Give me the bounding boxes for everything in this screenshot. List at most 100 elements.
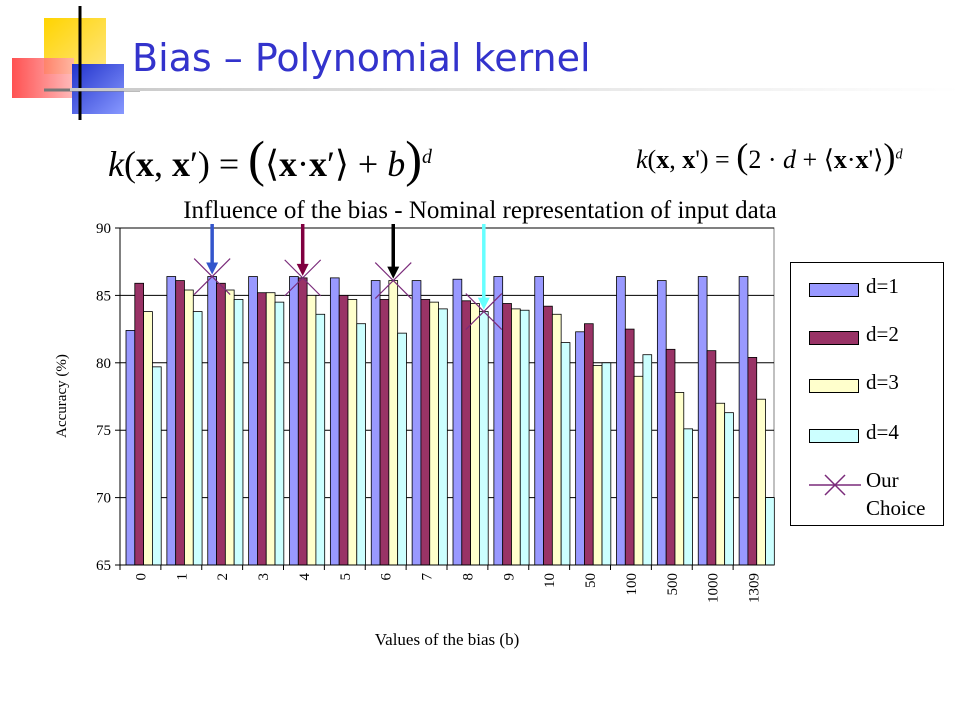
bar-d1-1 bbox=[166, 276, 177, 566]
bar-d3-9 bbox=[511, 308, 521, 566]
x-tick-label: 1000 bbox=[706, 573, 722, 603]
x-tick-label: 50 bbox=[583, 573, 599, 588]
bar-d4-100 bbox=[642, 354, 653, 566]
bar-d4-8 bbox=[478, 311, 489, 566]
bias-kernel-formula: k(x, x′) = (⟨x·x′⟩ + b)d bbox=[108, 131, 432, 187]
bar-d4-3 bbox=[274, 301, 285, 566]
choice-arrowhead-6 bbox=[387, 266, 400, 279]
axes bbox=[115, 227, 774, 570]
legend-label-d3: d=3 bbox=[866, 370, 899, 394]
bar-d1-6 bbox=[370, 280, 381, 566]
y-tick-label: 75 bbox=[96, 423, 111, 439]
bar-d4-1000 bbox=[724, 412, 734, 566]
bar-d2-3 bbox=[257, 292, 267, 566]
choice-cross-4 bbox=[284, 259, 322, 297]
bar-d4-4 bbox=[315, 313, 326, 566]
bar-d2-2 bbox=[216, 282, 226, 566]
bar-d1-9 bbox=[493, 276, 504, 566]
legend-swatch-d2 bbox=[809, 331, 859, 345]
x-tick-label: 100 bbox=[624, 573, 640, 596]
bar-d4-2 bbox=[233, 299, 244, 566]
bar-d1-50 bbox=[575, 331, 585, 566]
bar-d1-3 bbox=[248, 276, 258, 566]
bar-d4-50 bbox=[601, 362, 612, 566]
bar-d2-10 bbox=[543, 305, 553, 566]
choice-arrowhead-8 bbox=[477, 297, 490, 310]
our-choice-markers bbox=[193, 258, 503, 331]
bar-d1-2 bbox=[207, 276, 217, 566]
x-tick-label: 500 bbox=[665, 573, 681, 596]
y-tick-label: 65 bbox=[96, 558, 111, 574]
legend-label-our: Our bbox=[866, 468, 899, 492]
bar-d2-0 bbox=[134, 282, 145, 566]
choice-cross-2 bbox=[193, 258, 231, 295]
title-divider bbox=[70, 88, 960, 91]
bar-d2-9 bbox=[502, 303, 512, 566]
bar-d2-1309 bbox=[747, 357, 758, 566]
bar-d1-4 bbox=[289, 276, 299, 566]
x-tick-label: 7 bbox=[420, 573, 436, 581]
bar-d3-3 bbox=[265, 292, 276, 566]
bar-d1-10 bbox=[534, 276, 544, 566]
x-tick-label: 9 bbox=[501, 573, 517, 581]
bar-d3-2 bbox=[224, 289, 235, 566]
x-tick-label: 10 bbox=[542, 573, 558, 588]
bar-d3-1000 bbox=[715, 402, 726, 566]
legend-label-d4: d=4 bbox=[866, 420, 899, 444]
choice-arrows bbox=[206, 224, 490, 310]
x-tick-label: 2 bbox=[215, 573, 231, 581]
bar-d3-7 bbox=[429, 301, 439, 566]
legend-label-d2: d=2 bbox=[866, 322, 899, 346]
bar-d2-6 bbox=[379, 299, 390, 566]
bar-d3-50 bbox=[592, 365, 603, 566]
y-axis-label: Accuracy (%) bbox=[54, 354, 70, 438]
bars bbox=[125, 276, 775, 566]
bar-d4-9 bbox=[519, 309, 530, 566]
bar-d4-500 bbox=[683, 428, 693, 566]
x-tick-label: 6 bbox=[379, 573, 395, 581]
bar-d2-500 bbox=[665, 348, 676, 566]
bar-d1-5 bbox=[329, 277, 340, 566]
slide-title: Bias – Polynomial kernel bbox=[132, 36, 591, 80]
legend-swatch-d1 bbox=[809, 283, 859, 297]
bar-d3-6 bbox=[388, 280, 399, 566]
bar-d4-7 bbox=[438, 308, 448, 566]
bar-d1-100 bbox=[616, 276, 626, 566]
legend-item-d1: d=1 bbox=[791, 273, 945, 313]
bar-d2-1000 bbox=[706, 350, 717, 566]
y-tick-label: 90 bbox=[96, 221, 111, 237]
choice-cross-6 bbox=[374, 262, 412, 299]
choice-arrowhead-4 bbox=[296, 263, 309, 276]
choice-arrowhead-2 bbox=[206, 262, 219, 275]
x-tick-label: 4 bbox=[297, 573, 313, 581]
bar-d1-7 bbox=[411, 280, 422, 566]
legend-label-d1: d=1 bbox=[866, 274, 899, 298]
x-tick-labels: 0 1 2 3 4 5 6 7 8 9 10 50 100 500 1000 1309 bbox=[133, 573, 762, 604]
x-axis-label: Values of the bias (b) bbox=[375, 630, 519, 649]
x-tick-label: 1309 bbox=[747, 573, 763, 603]
bar-d3-1309 bbox=[756, 398, 766, 566]
bar-d4-5 bbox=[356, 323, 366, 566]
bar-d4-1309 bbox=[765, 497, 775, 566]
bar-d3-500 bbox=[674, 392, 685, 566]
x-tick-label: 5 bbox=[338, 573, 354, 581]
bar-d4-10 bbox=[560, 342, 571, 566]
bar-d2-8 bbox=[461, 300, 471, 566]
bar-d3-10 bbox=[551, 313, 562, 566]
y-tick-labels: 65 70 75 80 85 90 bbox=[96, 221, 111, 574]
legend-item-d3: d=3 bbox=[791, 369, 945, 409]
bar-d2-1 bbox=[175, 280, 185, 566]
bar-d2-5 bbox=[338, 294, 349, 566]
legend-item-our-choice: Our Choice bbox=[791, 467, 945, 523]
y-tick-label: 85 bbox=[96, 288, 111, 304]
bar-d4-1 bbox=[192, 311, 203, 566]
x-tick-label: 8 bbox=[460, 573, 476, 581]
bar-d3-0 bbox=[143, 311, 153, 566]
chart-title: Influence of the bias - Nominal represen… bbox=[183, 197, 777, 224]
legend-swatch-d4 bbox=[809, 429, 859, 443]
cross-marker-icon bbox=[809, 474, 861, 496]
bar-d1-1000 bbox=[697, 276, 708, 566]
choice-cross-8 bbox=[465, 293, 503, 331]
bar-d1-0 bbox=[125, 330, 136, 566]
